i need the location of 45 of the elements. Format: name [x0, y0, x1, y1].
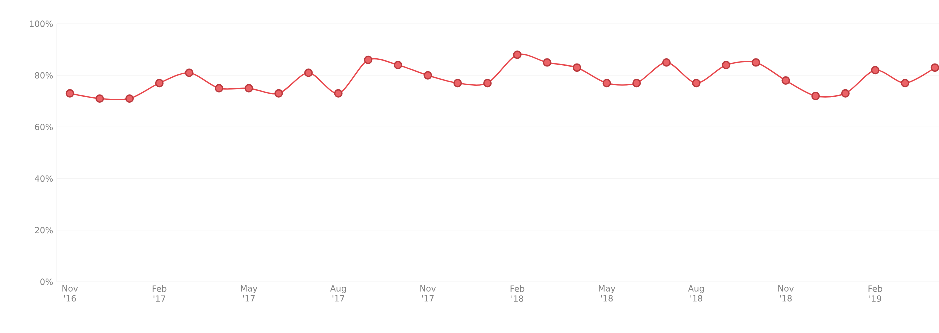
- y-tick-label: 100%: [30, 20, 54, 28]
- x-tick-label: Feb '18: [510, 286, 525, 302]
- point: [215, 84, 224, 93]
- point: [722, 61, 731, 70]
- point: [155, 79, 164, 88]
- y-tick-label: 80%: [35, 72, 54, 79]
- point: [572, 64, 582, 72]
- point: [364, 56, 373, 64]
- point: [692, 79, 701, 88]
- point: [602, 79, 612, 88]
- point: [394, 61, 402, 70]
- point: [126, 94, 134, 104]
- point: [871, 66, 880, 75]
- point: [185, 68, 194, 78]
- point: [274, 89, 284, 98]
- point: [782, 76, 790, 85]
- point: [543, 58, 552, 67]
- x-tick-label: May '18: [599, 286, 616, 302]
- point: [334, 89, 343, 98]
- point: [454, 79, 462, 88]
- point: [66, 89, 74, 98]
- x-tick-label: Nov '18: [778, 286, 794, 302]
- point: [513, 50, 522, 60]
- x-tick-label: Nov '16: [62, 286, 78, 302]
- point: [812, 92, 820, 100]
- x-tick-label: Nov '17: [420, 286, 436, 302]
- point: [483, 79, 492, 88]
- point: [752, 58, 760, 67]
- x-tick-label: Feb '17: [152, 286, 167, 302]
- point: [662, 58, 671, 67]
- point: [244, 84, 254, 93]
- x-tick-label: Aug '17: [330, 286, 346, 302]
- point: [841, 89, 850, 98]
- x-tick-label: May '17: [241, 286, 258, 302]
- point: [632, 79, 642, 88]
- y-tick-label: 0%: [40, 278, 54, 286]
- y-tick-label: 20%: [35, 227, 54, 234]
- y-tick-label: 60%: [35, 124, 54, 130]
- point: [424, 71, 432, 80]
- point: [304, 68, 313, 78]
- point: [901, 79, 910, 88]
- point: [96, 94, 104, 104]
- x-tick-label: Aug '18: [688, 286, 704, 302]
- y-tick-label: 40%: [35, 176, 54, 182]
- x-tick-label: Feb '19: [868, 286, 883, 302]
